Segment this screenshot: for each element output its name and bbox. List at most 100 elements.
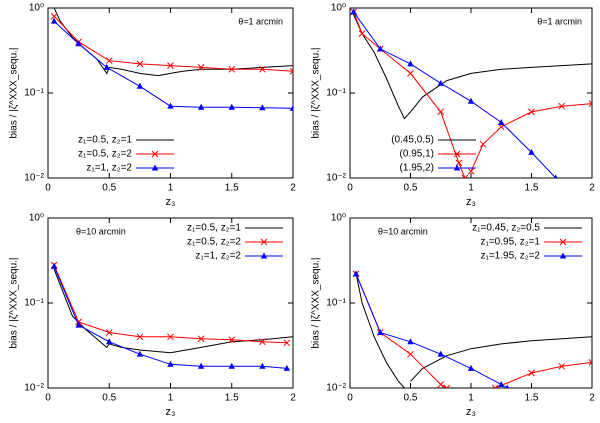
- marker: [358, 30, 366, 37]
- marker: [350, 8, 357, 15]
- marker: [167, 102, 174, 109]
- x-tick-label: 1.5: [525, 393, 539, 404]
- marker: [352, 270, 360, 277]
- annotation: θ=10 arcmin: [378, 226, 428, 236]
- x-tick-label: 0: [45, 183, 51, 194]
- marker: [498, 380, 505, 387]
- legend-label: z₁=0.45, z₂=0.5: [472, 223, 540, 234]
- marker: [197, 64, 205, 71]
- y-tick-label: 10⁻¹: [24, 88, 44, 99]
- panel: 0 0.5 1 1.5 2 10⁻² 10⁻¹ 10⁰ z₃ bias / |ζ^XXX_sequ…: [311, 213, 596, 418]
- legend-label: z₁=0.5, z₂=2: [187, 237, 241, 248]
- x-tick-label: 1: [168, 183, 174, 194]
- annotation: θ=1 arcmin: [238, 16, 283, 26]
- marker: [136, 60, 144, 68]
- x-tick-label: 1.5: [225, 393, 239, 404]
- legend-label: (0.45,0.5): [391, 135, 434, 146]
- legend-label: z₁=1, z₂=2: [195, 251, 241, 262]
- marker: [283, 364, 291, 371]
- marker: [228, 103, 235, 110]
- x-tick-label: 0.5: [404, 393, 418, 404]
- marker: [553, 174, 558, 178]
- series-line: [53, 20, 293, 109]
- series-line: [355, 273, 592, 388]
- legend-label: z₁=1.95, z₂=2: [480, 251, 540, 262]
- legend-label: (0.95,1): [400, 149, 434, 160]
- y-tick-label: 10⁻²: [326, 383, 346, 394]
- x-tick-label: 1: [168, 393, 174, 404]
- legend-label: z₁=0.5, z₂=2: [78, 149, 132, 160]
- marker: [259, 362, 266, 369]
- y-axis-label: bias / |ζ^XXX_sequ.|: [311, 257, 322, 348]
- marker: [479, 140, 487, 148]
- x-axis-label: z₃: [166, 196, 176, 208]
- marker: [528, 148, 535, 155]
- marker: [136, 333, 144, 341]
- marker: [407, 70, 414, 77]
- legend-label: z₁=0.5, z₂=1: [187, 223, 241, 234]
- annotation: θ=10 arcmin: [76, 226, 126, 236]
- x-tick-label: 0: [45, 393, 51, 404]
- y-tick-label: 10⁻¹: [24, 298, 44, 309]
- marker: [106, 338, 113, 345]
- x-tick-label: 1.5: [525, 183, 539, 194]
- x-tick-label: 1.5: [225, 183, 239, 194]
- plot-frame: [349, 7, 593, 179]
- marker: [167, 333, 174, 341]
- marker: [228, 362, 235, 369]
- panel: 0 0.5 1 1.5 2 10⁻² 10⁻¹ 10⁰ z₃ bias / |ζ^XXX_sequ…: [9, 213, 297, 418]
- y-axis-label: bias / |ζ^XXX_sequ.|: [311, 47, 322, 138]
- marker: [260, 252, 268, 259]
- marker: [377, 45, 384, 52]
- marker: [259, 65, 266, 73]
- marker: [228, 336, 236, 344]
- marker: [105, 57, 113, 65]
- x-tick-label: 0: [347, 183, 353, 194]
- y-tick-label: 10⁻²: [326, 173, 346, 184]
- marker: [50, 12, 58, 20]
- marker: [453, 164, 461, 171]
- x-tick-label: 0.5: [404, 183, 418, 194]
- marker: [461, 174, 469, 178]
- marker: [151, 164, 159, 171]
- marker: [505, 384, 510, 388]
- marker: [528, 108, 535, 116]
- series-line: [351, 11, 592, 120]
- marker: [498, 118, 505, 125]
- marker: [443, 384, 451, 388]
- marker: [228, 65, 236, 73]
- marker: [407, 338, 414, 345]
- plot-area: [350, 8, 592, 178]
- marker: [528, 369, 535, 377]
- x-axis-label: z₃: [166, 406, 176, 418]
- plot-area: [50, 8, 293, 111]
- x-tick-label: 2: [589, 183, 595, 194]
- marker: [437, 79, 444, 86]
- marker: [377, 328, 384, 335]
- y-tick-label: 10⁰: [29, 213, 44, 224]
- legend-label: z₁=0.95, z₂=1: [480, 237, 540, 248]
- y-tick-label: 10⁻¹: [326, 88, 346, 99]
- marker: [467, 97, 475, 104]
- x-tick-label: 0.5: [102, 393, 116, 404]
- x-axis-label: z₃: [466, 406, 476, 418]
- x-tick-label: 1: [468, 393, 474, 404]
- marker: [559, 238, 567, 246]
- marker: [197, 103, 205, 110]
- marker: [283, 339, 291, 347]
- plot-area: [352, 270, 592, 388]
- series-line: [53, 269, 293, 354]
- marker: [467, 167, 475, 175]
- marker: [197, 362, 205, 369]
- x-tick-label: 0: [347, 393, 353, 404]
- x-tick-label: 0.5: [102, 183, 116, 194]
- marker: [289, 67, 293, 75]
- marker: [136, 350, 144, 357]
- panel: 0 0.5 1 1.5 2 10⁻² 10⁻¹ 10⁰ z₃ bias / |ζ^XXX_sequ…: [311, 3, 596, 208]
- series-line: [353, 11, 557, 178]
- y-axis-label: bias / |ζ^XXX_sequ.|: [9, 47, 20, 138]
- y-axis-label: bias / |ζ^XXX_sequ.|: [9, 257, 20, 348]
- x-tick-label: 2: [290, 183, 296, 194]
- marker: [588, 359, 592, 366]
